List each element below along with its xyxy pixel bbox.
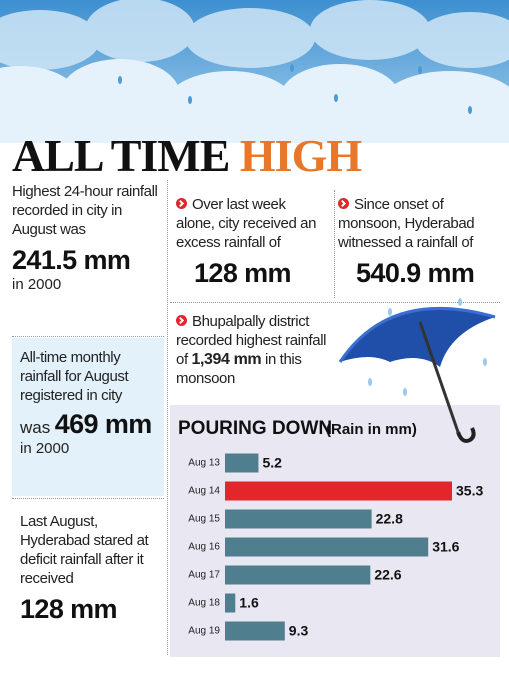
panel-figure: 241.5 mm — [12, 245, 131, 275]
panel-figure: 1,394 mm — [191, 351, 262, 368]
panel-text: All-time monthly rainfall for August reg… — [20, 349, 129, 404]
panel-text: Highest 24-hour rainfall recorded in cit… — [12, 183, 158, 238]
y-tick-label: Aug 13 — [188, 458, 220, 469]
value-label: 35.3 — [456, 483, 483, 499]
value-label: 22.8 — [376, 511, 403, 527]
panel-text: Since onset of monsoon, Hyderabad witnes… — [338, 196, 475, 251]
bar — [225, 509, 372, 529]
y-tick-label: Aug 19 — [188, 626, 220, 637]
panel-figure: 540.9 mm — [356, 258, 475, 288]
panel-text: Last August, Hyderabad stared at deficit… — [20, 513, 149, 587]
chart: POURING DOWN (Rain in mm) Aug 13 5.2 Aug 1… — [170, 405, 500, 657]
panel: Since onset of monsoon, Hyderabad witnes… — [338, 195, 498, 289]
bar — [225, 621, 285, 641]
value-label: 22.6 — [374, 567, 401, 583]
bar — [225, 537, 429, 557]
panel-text: Over last week alone, city received an e… — [176, 196, 317, 251]
y-tick-label: Aug 14 — [188, 486, 220, 497]
value-label: 1.6 — [239, 595, 259, 611]
panel: Last August, Hyderabad stared at deficit… — [20, 512, 160, 625]
value-label: 5.2 — [262, 455, 282, 471]
value-label: 31.6 — [432, 539, 459, 555]
umbrella-icon — [338, 298, 496, 443]
panel: All-time monthly rainfall for August reg… — [20, 348, 160, 457]
panel-note: in this monsoon — [176, 351, 302, 387]
y-tick-label: Aug 15 — [188, 514, 220, 525]
headline: ALL TIME HIGH — [12, 128, 362, 184]
headline-highlight: HIGH — [239, 130, 362, 181]
panel-note: in 2000 — [12, 276, 62, 293]
panel: Bhupalpally district recorded highest ra… — [176, 312, 336, 388]
cloud-banner — [0, 0, 509, 145]
bar — [225, 593, 236, 613]
panel-figure: 128 mm — [20, 594, 118, 624]
y-tick-label: Aug 16 — [188, 542, 220, 553]
value-label: 9.3 — [289, 623, 309, 639]
y-tick-label: Aug 17 — [188, 570, 220, 581]
panel-figure: 469 mm — [54, 409, 153, 439]
panel: Highest 24-hour rainfall recorded in cit… — [12, 182, 162, 293]
bar — [225, 481, 452, 501]
chart-subtitle: (Rain in mm) — [326, 421, 417, 438]
headline-main: ALL TIME — [12, 130, 230, 181]
panel-note: in 2000 — [20, 440, 70, 457]
panel-highlighted — [12, 338, 164, 496]
bar — [225, 565, 371, 585]
panel: Over last week alone, city received an e… — [176, 195, 326, 289]
panel-text: Bhupalpally district recorded highest ra… — [176, 313, 327, 368]
y-tick-label: Aug 18 — [188, 598, 220, 609]
panel-figure: 128 mm — [194, 258, 292, 288]
chart-title: POURING DOWN — [178, 418, 332, 439]
panel-prefix: was — [20, 418, 51, 437]
bar — [225, 453, 259, 473]
